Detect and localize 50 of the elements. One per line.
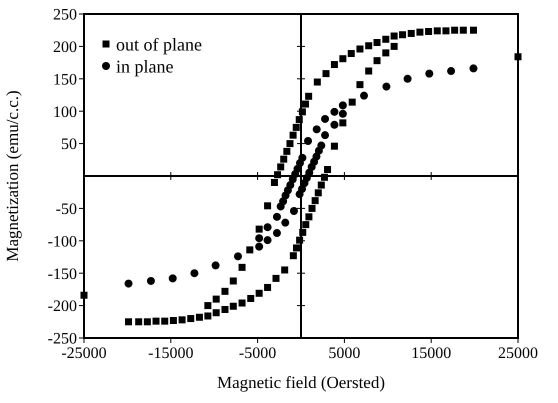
point	[234, 252, 242, 260]
point	[264, 236, 272, 244]
legend-label: in plane	[116, 56, 174, 76]
y-tick-label: -200	[48, 298, 77, 316]
point	[321, 131, 330, 140]
x-tick-label: 5000	[328, 345, 360, 362]
y-tick-label: -250	[48, 330, 77, 348]
point	[304, 137, 312, 146]
y-tick-label: 100	[53, 104, 77, 121]
point	[168, 274, 177, 282]
legend-label: out of plane	[116, 34, 202, 54]
point	[272, 212, 281, 221]
y-tick-label: -100	[48, 233, 77, 250]
point	[212, 261, 220, 270]
point	[264, 223, 272, 232]
x-tick-label: -15000	[148, 345, 194, 362]
point	[312, 125, 321, 134]
y-tick-label: 250	[53, 6, 77, 24]
point	[469, 64, 478, 72]
point	[146, 276, 155, 285]
x-tick-label: -25000	[61, 345, 107, 362]
point	[425, 70, 434, 78]
point	[290, 206, 298, 215]
point	[360, 92, 368, 100]
x-axis-title: Magnetic field (Oersted)	[216, 373, 386, 392]
point	[330, 120, 338, 129]
point	[338, 110, 347, 118]
point	[255, 234, 264, 242]
point	[330, 108, 338, 116]
y-tick-label: 200	[53, 39, 77, 56]
point	[281, 218, 290, 227]
point	[404, 74, 412, 83]
point	[382, 82, 390, 91]
y-tick-label: 50	[61, 136, 77, 154]
point	[447, 67, 456, 76]
x-tick-label: -5000	[238, 345, 276, 362]
point	[321, 114, 330, 123]
y-tick-label: -50	[56, 201, 77, 218]
y-tick-label: -150	[48, 266, 77, 283]
x-tick-label: 15000	[411, 345, 452, 362]
y-axis-title: Magnetization (emu/c.c.)	[3, 90, 22, 262]
point	[296, 190, 304, 198]
point	[338, 101, 347, 110]
point	[124, 280, 133, 288]
x-tick-label: 25000	[498, 345, 538, 362]
point	[298, 154, 306, 162]
y-tick-label: 150	[53, 71, 77, 88]
point	[255, 242, 264, 251]
point	[190, 269, 198, 278]
point	[272, 229, 281, 238]
